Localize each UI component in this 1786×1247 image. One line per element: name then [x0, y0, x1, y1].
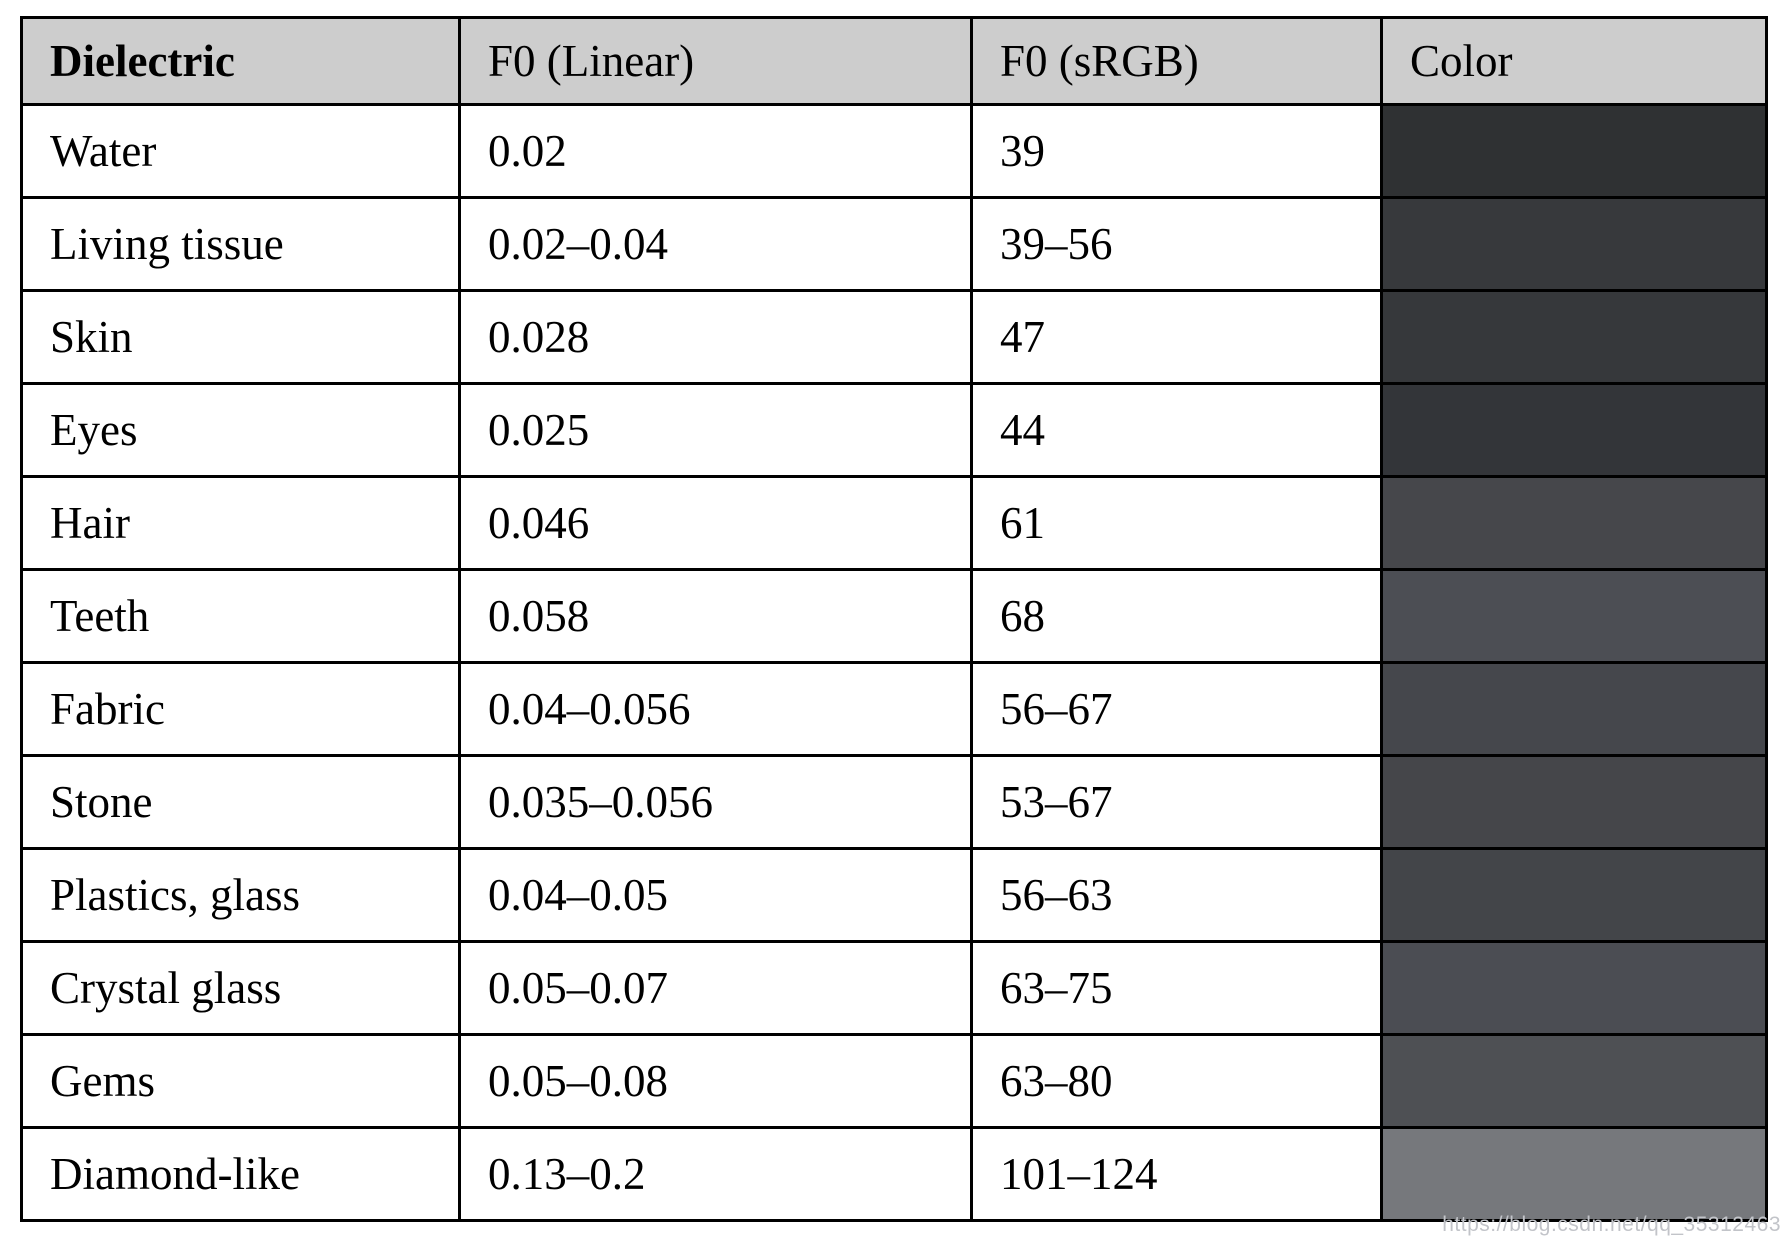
dielectric-cell: Diamond-like	[20, 1126, 461, 1222]
f0-srgb-cell: 39–56	[970, 196, 1383, 292]
table-row: Fabric 0.04–0.056 56–67	[20, 661, 1768, 757]
col-header-dielectric: Dielectric	[20, 16, 461, 106]
dielectric-cell: Eyes	[20, 382, 461, 478]
color-swatch	[1380, 196, 1768, 292]
dielectric-cell: Crystal glass	[20, 940, 461, 1036]
color-swatch	[1380, 103, 1768, 199]
dielectric-cell: Gems	[20, 1033, 461, 1129]
f0-srgb-cell: 44	[970, 382, 1383, 478]
f0-srgb-cell: 68	[970, 568, 1383, 664]
color-swatch	[1380, 754, 1768, 850]
f0-linear-cell: 0.04–0.05	[458, 847, 973, 943]
f0-srgb-cell: 47	[970, 289, 1383, 385]
table-body: Water 0.02 39 Living tissue 0.02–0.04 39–56 Sk…	[20, 103, 1768, 1222]
table-row: Crystal glass 0.05–0.07 63–75	[20, 940, 1768, 1036]
table-row: Eyes 0.025 44	[20, 382, 1768, 478]
f0-linear-cell: 0.04–0.056	[458, 661, 973, 757]
f0-linear-cell: 0.058	[458, 568, 973, 664]
table-row: Plastics, glass 0.04–0.05 56–63	[20, 847, 1768, 943]
color-swatch	[1380, 1126, 1768, 1222]
table-row: Water 0.02 39	[20, 103, 1768, 199]
f0-linear-cell: 0.02	[458, 103, 973, 199]
table-row: Stone 0.035–0.056 53–67	[20, 754, 1768, 850]
col-header-color: Color	[1380, 16, 1768, 106]
dielectric-cell: Teeth	[20, 568, 461, 664]
watermark-url: https://blog.csdn.net/qq_35312463	[1442, 1213, 1781, 1236]
color-swatch	[1380, 382, 1768, 478]
f0-srgb-cell: 63–80	[970, 1033, 1383, 1129]
f0-linear-cell: 0.13–0.2	[458, 1126, 973, 1222]
f0-linear-cell: 0.05–0.07	[458, 940, 973, 1036]
f0-linear-cell: 0.025	[458, 382, 973, 478]
dielectric-cell: Fabric	[20, 661, 461, 757]
dielectric-cell: Water	[20, 103, 461, 199]
dielectric-cell: Stone	[20, 754, 461, 850]
table-header: Dielectric F0 (Linear) F0 (sRGB) Color	[20, 16, 1768, 106]
f0-linear-cell: 0.035–0.056	[458, 754, 973, 850]
col-header-f0-linear: F0 (Linear)	[458, 16, 973, 106]
color-swatch	[1380, 661, 1768, 757]
col-header-f0-srgb: F0 (sRGB)	[970, 16, 1383, 106]
f0-linear-cell: 0.046	[458, 475, 973, 571]
dielectric-cell: Skin	[20, 289, 461, 385]
color-swatch	[1380, 568, 1768, 664]
dielectric-cell: Living tissue	[20, 196, 461, 292]
table-row: Living tissue 0.02–0.04 39–56	[20, 196, 1768, 292]
table-row: Skin 0.028 47	[20, 289, 1768, 385]
f0-linear-cell: 0.05–0.08	[458, 1033, 973, 1129]
f0-linear-cell: 0.02–0.04	[458, 196, 973, 292]
color-swatch	[1380, 289, 1768, 385]
color-swatch	[1380, 847, 1768, 943]
color-swatch	[1380, 475, 1768, 571]
f0-srgb-cell: 101–124	[970, 1126, 1383, 1222]
f0-srgb-cell: 61	[970, 475, 1383, 571]
dielectric-f0-table: Dielectric F0 (Linear) F0 (sRGB) Color W…	[20, 16, 1768, 1222]
dielectric-cell: Plastics, glass	[20, 847, 461, 943]
f0-srgb-cell: 56–67	[970, 661, 1383, 757]
f0-linear-cell: 0.028	[458, 289, 973, 385]
color-swatch	[1380, 940, 1768, 1036]
table-row: Diamond-like 0.13–0.2 101–124	[20, 1126, 1768, 1222]
dielectric-cell: Hair	[20, 475, 461, 571]
table-row: Teeth 0.058 68	[20, 568, 1768, 664]
f0-srgb-cell: 53–67	[970, 754, 1383, 850]
f0-srgb-cell: 39	[970, 103, 1383, 199]
f0-srgb-cell: 63–75	[970, 940, 1383, 1036]
table-row: Hair 0.046 61	[20, 475, 1768, 571]
color-swatch	[1380, 1033, 1768, 1129]
table-row: Gems 0.05–0.08 63–80	[20, 1033, 1768, 1129]
f0-srgb-cell: 56–63	[970, 847, 1383, 943]
header-row: Dielectric F0 (Linear) F0 (sRGB) Color	[20, 16, 1768, 106]
